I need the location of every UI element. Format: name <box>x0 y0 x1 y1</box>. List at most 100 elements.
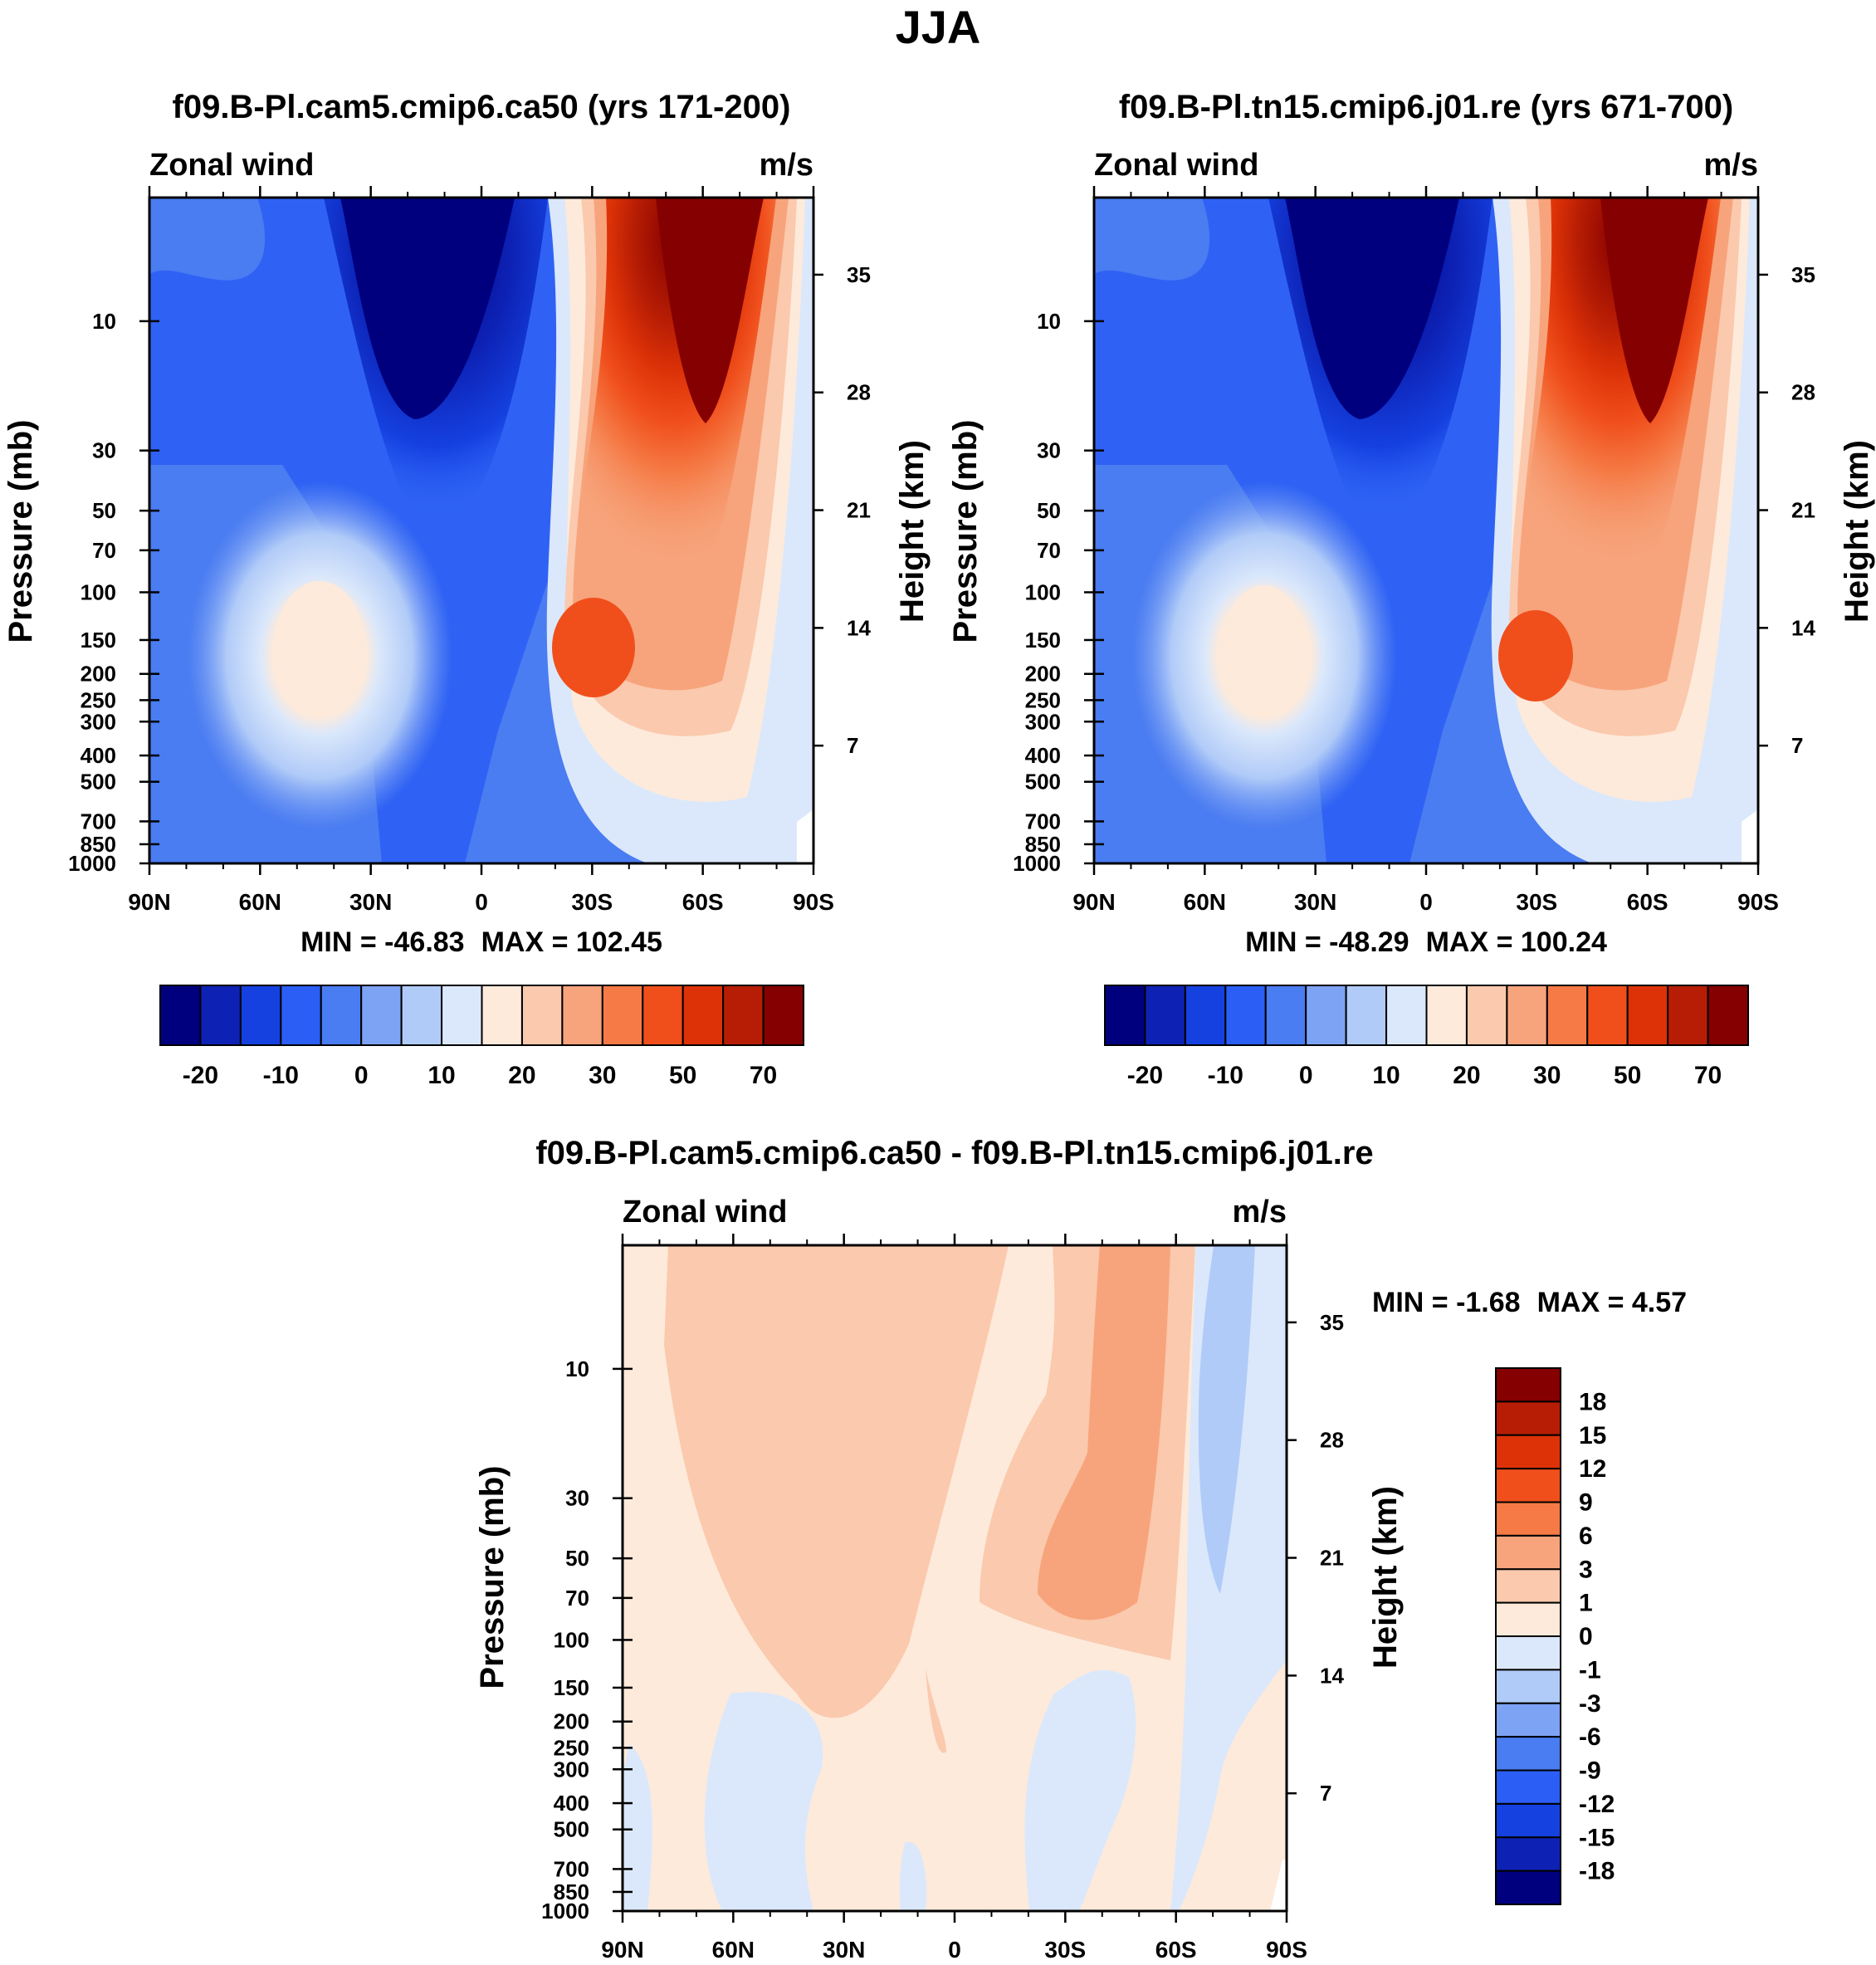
height-tick-label: 35 <box>1320 1310 1344 1335</box>
colorbar-swatch <box>1495 1601 1561 1637</box>
units-label: m/s <box>760 148 813 183</box>
pressure-tick-label: 30 <box>1037 438 1061 463</box>
colorbar-label: -6 <box>1579 1723 1601 1751</box>
x-tick-label: 30S <box>571 889 613 915</box>
pressure-tick-label: 400 <box>81 743 116 768</box>
colorbar-swatch <box>1104 985 1146 1046</box>
colorbar-label: 20 <box>508 1062 535 1089</box>
y-axis-label-right: Height (km) <box>894 440 931 623</box>
colorbar-swatch <box>1495 1769 1561 1805</box>
height-tick-label: 35 <box>847 262 871 287</box>
x-tick-label: 90S <box>1737 889 1779 915</box>
min-max-label: MIN = -46.83 MAX = 102.45 <box>300 926 662 958</box>
contour-missing <box>1742 809 1758 863</box>
pressure-tick-label: 100 <box>554 1627 589 1652</box>
colorbar-label: -3 <box>1579 1690 1601 1718</box>
height-tick-label: 7 <box>1320 1781 1331 1806</box>
colorbar-label: 12 <box>1579 1455 1606 1483</box>
x-tick-label: 30N <box>823 1937 865 1963</box>
pressure-tick-label: 200 <box>1025 662 1061 687</box>
contour-band <box>1198 1245 1255 1594</box>
colorbar-swatch <box>1495 1635 1561 1671</box>
pressure-tick-label: 50 <box>565 1546 589 1571</box>
pressure-tick-label: 300 <box>1025 709 1061 734</box>
panel-top-right: f09.B-Pl.tn15.cmip6.j01.re (yrs 671-700)… <box>947 89 1875 1089</box>
pressure-tick-label: 150 <box>81 628 116 653</box>
x-tick-label: 60N <box>1184 889 1226 915</box>
colorbar-label: 70 <box>1694 1062 1722 1089</box>
panel-bottom: f09.B-Pl.cam5.cmip6.ca50 - f09.B-Pl.tn15… <box>474 1135 1687 1963</box>
x-tick-label: 0 <box>1419 889 1433 915</box>
x-tick-label: 60S <box>682 889 724 915</box>
colorbar: -20 -10 0 10 20 30 50 70 <box>159 985 804 1089</box>
pressure-tick-label: 100 <box>81 579 116 604</box>
colorbar-swatch <box>441 985 483 1046</box>
pressure-tick-label: 400 <box>1025 743 1061 768</box>
contour-band <box>1024 1669 1136 1911</box>
contour-band <box>1094 198 1210 281</box>
colorbar-label: -15 <box>1579 1824 1615 1851</box>
x-tick-label: 60S <box>1627 889 1668 915</box>
colorbar-swatch <box>1546 985 1589 1046</box>
pressure-tick-label: 10 <box>1037 309 1061 334</box>
colorbar-swatch <box>1425 985 1468 1046</box>
contour-subtropical-jet <box>552 598 635 697</box>
colorbar-swatch <box>1345 985 1388 1046</box>
pressure-tick-label: 50 <box>92 498 116 523</box>
pressure-tick-label: 100 <box>1025 579 1061 604</box>
contour-band <box>664 1245 1009 1718</box>
pressure-tick-label: 70 <box>1037 538 1061 563</box>
pressure-tick-label: 250 <box>81 687 116 712</box>
colorbar-swatch <box>320 985 363 1046</box>
field-label: Zonal wind <box>1094 148 1258 183</box>
height-tick-label: 28 <box>1320 1428 1344 1453</box>
pressure-tick-label: 200 <box>554 1709 589 1734</box>
colorbar-swatch <box>1305 985 1347 1046</box>
x-tick-label: 90S <box>793 889 834 915</box>
y-axis-label-right: Height (km) <box>1839 440 1875 623</box>
colorbar-swatch <box>722 985 765 1046</box>
colorbar-swatch <box>360 985 403 1046</box>
contour-missing <box>797 809 813 863</box>
colorbar-label: 20 <box>1453 1062 1480 1089</box>
y-axis-label: Pressure (mb) <box>2 420 39 643</box>
colorbar-label: 18 <box>1579 1388 1606 1415</box>
colorbar-label: -9 <box>1579 1757 1601 1785</box>
colorbar-swatch <box>601 985 644 1046</box>
pressure-tick-label: 850 <box>81 832 116 857</box>
colorbar-swatch <box>400 985 443 1046</box>
y-axis-label: Pressure (mb) <box>947 420 984 643</box>
colorbar-swatch <box>1495 1534 1561 1571</box>
contour-field <box>1094 198 1758 863</box>
pressure-tick-label: 400 <box>554 1791 589 1816</box>
pressure-tick-label: 850 <box>554 1879 589 1904</box>
colorbar-label: 50 <box>669 1062 696 1089</box>
colorbar-label: -12 <box>1579 1791 1615 1818</box>
colorbar-swatch <box>1495 1669 1561 1704</box>
colorbar-swatch <box>1495 1836 1561 1872</box>
height-tick-label: 28 <box>847 380 871 405</box>
colorbar-label: -10 <box>263 1062 299 1089</box>
colorbar-swatch <box>1667 985 1709 1046</box>
panel-title: f09.B-Pl.cam5.cmip6.ca50 - f09.B-Pl.tn15… <box>535 1135 1373 1171</box>
x-tick-label: 90N <box>1072 889 1115 915</box>
pressure-tick-label: 150 <box>554 1675 589 1700</box>
colorbar-swatch <box>682 985 725 1046</box>
contour-band <box>656 198 764 423</box>
axis-ticks: 1030507010015020025030040050070085010003… <box>541 1234 1344 1963</box>
colorbar-swatch <box>642 985 684 1046</box>
height-tick-label: 21 <box>847 498 871 523</box>
contour-northern-jet-core <box>274 581 365 714</box>
x-tick-label: 0 <box>475 889 488 915</box>
colorbar-swatch <box>280 985 322 1046</box>
min-value: MIN = -46.83 <box>300 926 464 958</box>
pressure-tick-label: 1000 <box>68 851 116 876</box>
colorbar-swatch <box>1495 1802 1561 1839</box>
colorbar-label: -20 <box>1127 1062 1163 1089</box>
x-tick-label: 30N <box>349 889 392 915</box>
colorbar-label: -10 <box>1208 1062 1243 1089</box>
colorbar-label: 1 <box>1579 1590 1593 1617</box>
y-axis-label-right: Height (km) <box>1367 1486 1404 1669</box>
colorbar-swatch <box>481 985 523 1046</box>
pressure-tick-label: 500 <box>554 1817 589 1842</box>
